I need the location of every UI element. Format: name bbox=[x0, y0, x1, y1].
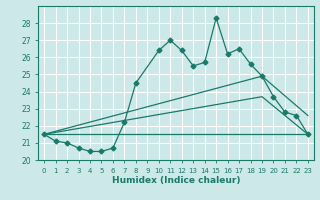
X-axis label: Humidex (Indice chaleur): Humidex (Indice chaleur) bbox=[112, 176, 240, 185]
